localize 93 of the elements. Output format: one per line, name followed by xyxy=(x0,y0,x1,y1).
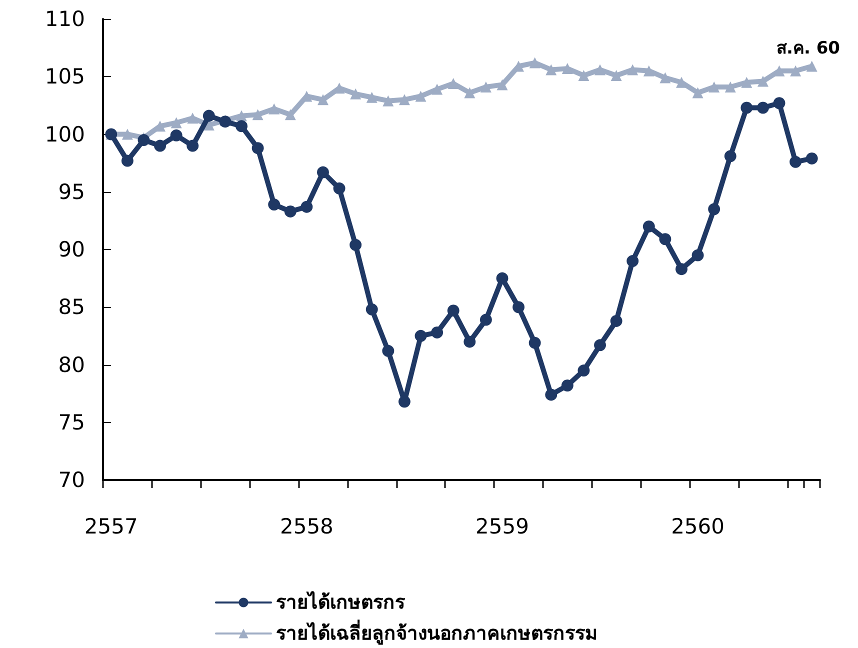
point xyxy=(447,304,460,317)
point xyxy=(774,65,785,76)
point xyxy=(610,70,622,81)
point xyxy=(529,57,540,68)
annotation: ส.ค. 60 xyxy=(776,38,840,58)
point xyxy=(676,76,687,88)
point xyxy=(398,94,410,106)
point xyxy=(187,112,198,124)
point xyxy=(790,65,802,76)
legend-label: รายได้เกษตรกร xyxy=(276,590,406,614)
point xyxy=(398,396,410,408)
point xyxy=(594,64,606,76)
point xyxy=(122,128,133,140)
point xyxy=(773,97,786,110)
point xyxy=(741,76,752,88)
point xyxy=(186,140,199,152)
point xyxy=(676,263,688,276)
point xyxy=(724,81,736,92)
point xyxy=(464,336,476,348)
point xyxy=(708,203,720,216)
point xyxy=(496,272,508,284)
point xyxy=(594,339,606,352)
point xyxy=(512,301,525,314)
point xyxy=(708,81,720,92)
point xyxy=(546,64,557,76)
point xyxy=(300,200,313,213)
point xyxy=(202,110,215,122)
point xyxy=(643,65,654,76)
point xyxy=(366,303,378,316)
y-tick-label: 100 xyxy=(44,122,85,146)
point xyxy=(659,233,672,246)
point xyxy=(317,166,329,178)
point xyxy=(431,326,444,338)
point xyxy=(496,79,508,90)
y-tick-label: 105 xyxy=(44,64,85,89)
point xyxy=(252,109,264,120)
point xyxy=(350,88,362,100)
point xyxy=(448,78,459,90)
point xyxy=(138,134,150,146)
point xyxy=(627,64,638,76)
point xyxy=(806,152,818,164)
point xyxy=(642,220,655,232)
y-tick-label: 95 xyxy=(58,180,85,204)
point xyxy=(236,120,248,132)
point xyxy=(317,94,328,106)
point xyxy=(480,81,492,92)
x-tick-label: 2557 xyxy=(84,514,138,538)
x-tick-label: 2558 xyxy=(280,514,334,538)
point xyxy=(252,142,264,154)
point xyxy=(154,140,166,152)
point xyxy=(170,117,182,128)
point xyxy=(480,314,492,326)
point xyxy=(756,102,769,114)
point xyxy=(382,344,394,357)
point xyxy=(432,84,443,95)
point xyxy=(724,150,736,162)
point xyxy=(578,70,590,81)
y-tick-label: 110 xyxy=(44,7,85,31)
legend-label: รายได้เฉลี่ยลูกจ้างนอกภาคเกษตรกรรม xyxy=(276,620,598,646)
x-tick-label: 2559 xyxy=(476,514,529,538)
point xyxy=(333,182,346,194)
point xyxy=(740,102,753,114)
point xyxy=(545,388,558,401)
point xyxy=(790,156,802,168)
point xyxy=(806,60,818,72)
point xyxy=(626,255,639,268)
y-tick-label: 90 xyxy=(58,238,85,262)
x-tick-label: 2560 xyxy=(671,514,725,538)
point xyxy=(692,249,704,262)
point xyxy=(268,103,280,114)
point xyxy=(464,87,476,98)
point xyxy=(284,205,296,218)
point xyxy=(528,336,541,349)
point xyxy=(757,76,768,87)
point xyxy=(692,87,704,98)
point xyxy=(121,154,134,167)
point xyxy=(170,129,182,142)
point xyxy=(561,380,574,392)
point xyxy=(578,364,590,377)
y-tick-label: 80 xyxy=(58,352,85,377)
point xyxy=(610,314,622,327)
point xyxy=(284,109,296,120)
point xyxy=(660,72,671,84)
point xyxy=(562,63,573,74)
point xyxy=(366,92,378,103)
point xyxy=(382,95,394,106)
point xyxy=(350,238,362,251)
y-tick-label: 85 xyxy=(58,295,85,320)
point xyxy=(268,198,280,211)
point xyxy=(415,90,426,102)
y-tick-label: 70 xyxy=(58,468,85,492)
point xyxy=(414,330,427,342)
y-tick-label: 75 xyxy=(58,410,85,434)
